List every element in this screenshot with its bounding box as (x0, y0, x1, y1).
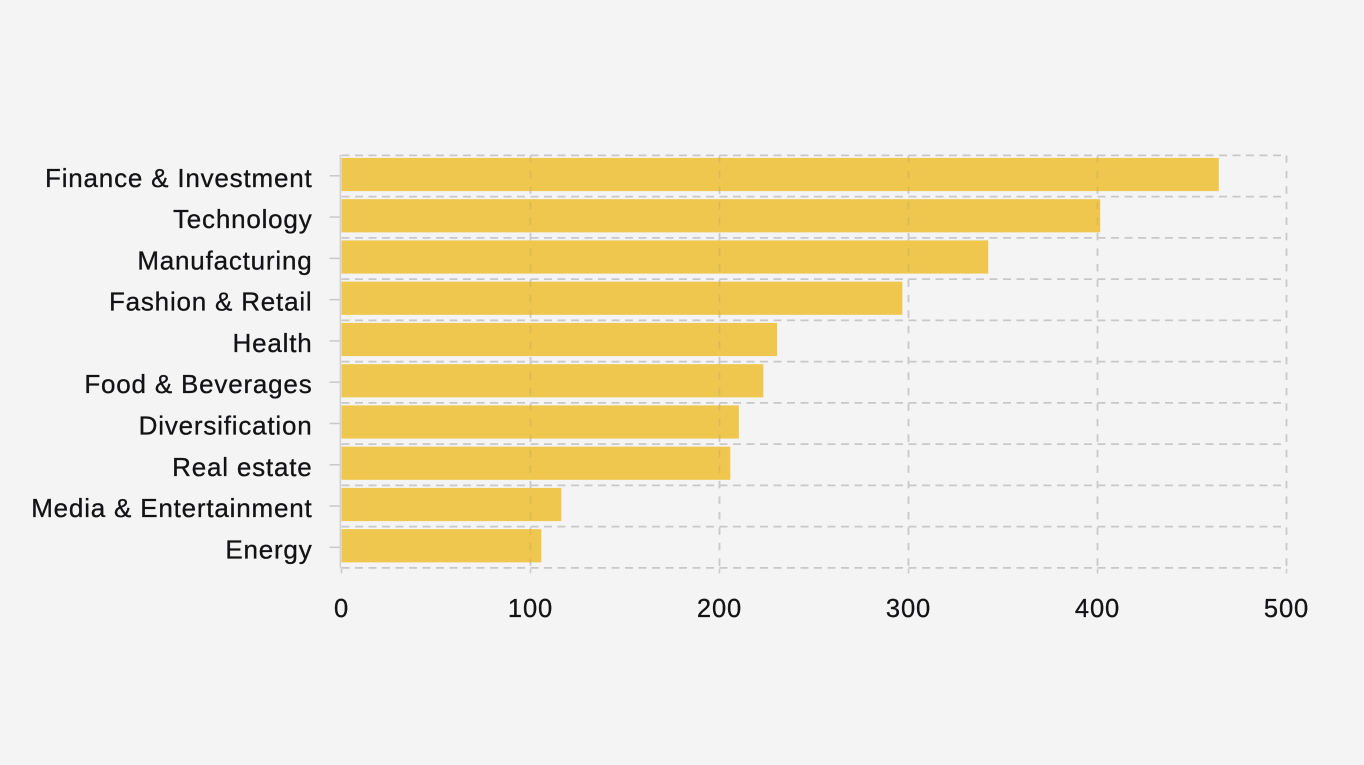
svg-text:200: 200 (697, 595, 742, 623)
svg-text:Diversification: Diversification (139, 410, 313, 440)
svg-text:Finance & Investment: Finance & Investment (45, 163, 312, 193)
svg-text:Real estate: Real estate (172, 452, 312, 482)
svg-text:Fashion & Retail: Fashion & Retail (109, 287, 313, 317)
svg-text:Food & Beverages: Food & Beverages (84, 369, 312, 399)
svg-text:Media & Entertainment: Media & Entertainment (31, 493, 312, 523)
svg-text:0: 0 (334, 595, 349, 623)
svg-text:Manufacturing: Manufacturing (137, 245, 312, 275)
svg-text:Health: Health (233, 328, 313, 358)
svg-text:300: 300 (886, 595, 931, 623)
svg-text:500: 500 (1264, 595, 1309, 623)
svg-text:Energy: Energy (225, 534, 312, 564)
svg-text:400: 400 (1075, 595, 1120, 623)
svg-text:100: 100 (508, 595, 553, 623)
svg-text:Technology: Technology (173, 204, 313, 234)
